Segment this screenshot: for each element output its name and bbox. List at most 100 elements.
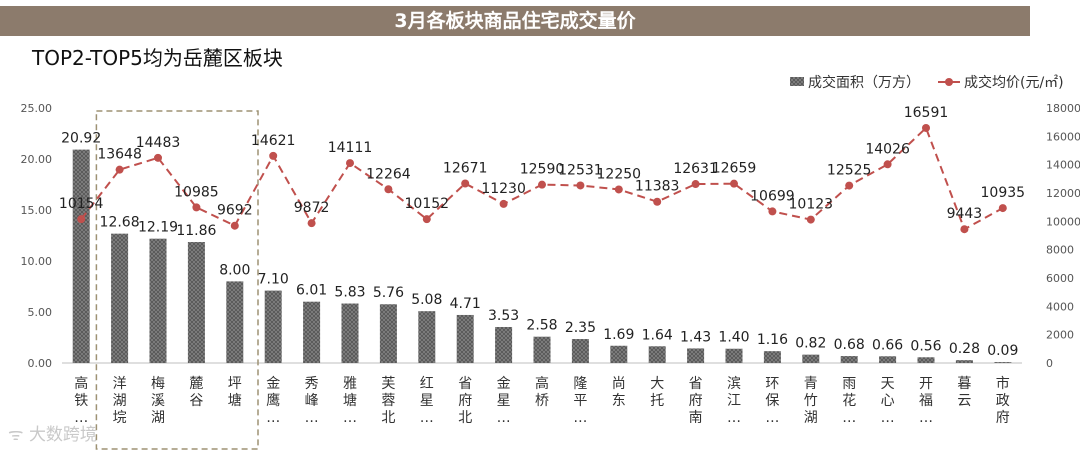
bar [610,345,628,363]
bar [687,348,705,363]
bar [763,351,781,363]
price-point [614,185,623,194]
bar-value-label: 7.10 [258,272,289,288]
bar-value-label: 1.69 [603,327,634,343]
price-value-label: 12590 [520,162,565,178]
price-value-label: 10699 [750,188,795,204]
category-label: 坪塘 [228,376,242,409]
legend-bar-swatch [790,77,804,86]
category-label: 洋湖垸 [113,376,127,426]
bar-value-label: 2.58 [526,318,557,334]
bar [418,311,436,363]
bar [725,348,743,363]
y-left-tick-label: 20.00 [21,153,53,166]
bar-value-label: 0.66 [872,337,903,353]
price-point [346,159,354,168]
category-label: 梅溪湖 [151,376,165,426]
bar [571,339,589,363]
y-right-tick-label: 2000 [1046,329,1074,342]
y-left-tick-label: 25.00 [21,102,53,115]
price-value-label: 9872 [294,200,330,216]
category-label: 雨花… [842,376,856,426]
bar-value-label: 0.28 [949,341,980,357]
price-value-label: 12671 [443,160,488,176]
price-value-label: 10123 [789,197,834,213]
price-value-label: 13648 [97,147,142,163]
price-value-label: 12659 [712,161,757,177]
price-point [115,165,124,174]
price-value-label: 12525 [827,163,872,179]
bar [879,356,897,363]
category-label: 天心… [881,376,895,426]
bar [533,336,551,363]
bar-value-label: 11.86 [176,223,216,239]
bar-value-label: 12.19 [138,220,178,236]
watermark-text: 大数跨境 [28,425,97,445]
price-value-label: 12531 [558,162,603,178]
bar-value-label: 6.01 [296,283,327,299]
price-point [192,203,201,212]
bar [149,238,167,363]
bar [264,290,282,363]
y-right-tick-label: 16000 [1046,130,1080,143]
price-point [269,151,278,160]
price-point [307,219,316,228]
bar-value-label: 0.56 [910,338,941,354]
category-label: 秀峰… [305,376,319,426]
y-right-tick-label: 10000 [1046,215,1080,228]
bar-value-label: 5.83 [334,285,365,301]
price-point [422,215,431,224]
price-value-label: 12631 [673,161,718,177]
y-left-tick-label: 0.00 [28,357,53,370]
price-value-label: 9443 [947,206,983,222]
price-value-label: 12264 [366,166,411,182]
bar-value-label: 1.64 [642,327,673,343]
price-point [691,180,700,189]
legend-bar-label: 成交面积（万方） [808,74,920,91]
category-label: 开福… [919,376,933,426]
bar [72,149,90,363]
price-value-label: 16591 [904,105,949,121]
category-label: 环保… [765,376,779,426]
category-label: 暮云 [957,376,971,409]
highlight-box [95,110,259,450]
bar [802,354,820,363]
category-label: 芙蓉北 [381,375,395,426]
price-value-label: 9692 [217,203,253,219]
price-point [499,199,508,208]
bar-value-label: 20.92 [61,131,101,147]
category-label: 青竹湖 [804,376,818,426]
category-label: 金鹰… [266,376,280,426]
price-value-label: 14621 [251,133,296,149]
watermark: ᯤ 大数跨境 [8,425,97,445]
category-label: 高铁… [74,375,88,426]
y-right-tick-label: 12000 [1046,187,1080,200]
price-value-label: 14111 [328,140,373,156]
price-value-label: 10154 [59,196,104,212]
bar [111,233,129,363]
category-label: 雅塘… [343,376,357,426]
bar-value-label: 1.40 [718,330,749,346]
category-label: 金星… [497,376,511,426]
bar [495,326,513,363]
category-label: 隆平… [573,376,587,426]
bar-value-label: 0.68 [834,337,865,353]
price-value-label: 14483 [136,135,181,151]
y-right-tick-label: 4000 [1046,300,1074,313]
category-label: 滨江… [727,376,741,426]
bar-value-label: 2.35 [565,320,596,336]
bar [840,356,858,363]
price-point [922,123,930,132]
y-left-tick-label: 10.00 [21,255,53,268]
bar-value-label: 8.00 [219,262,250,278]
category-label: 大托 [650,376,664,409]
price-point [576,181,585,190]
bar-value-label: 5.76 [373,285,404,301]
bar [917,357,935,363]
price-point [883,160,892,169]
bar [379,304,397,363]
y-right-tick-label: 14000 [1046,159,1080,172]
price-point [230,221,239,230]
price-value-label: 12250 [597,166,642,182]
